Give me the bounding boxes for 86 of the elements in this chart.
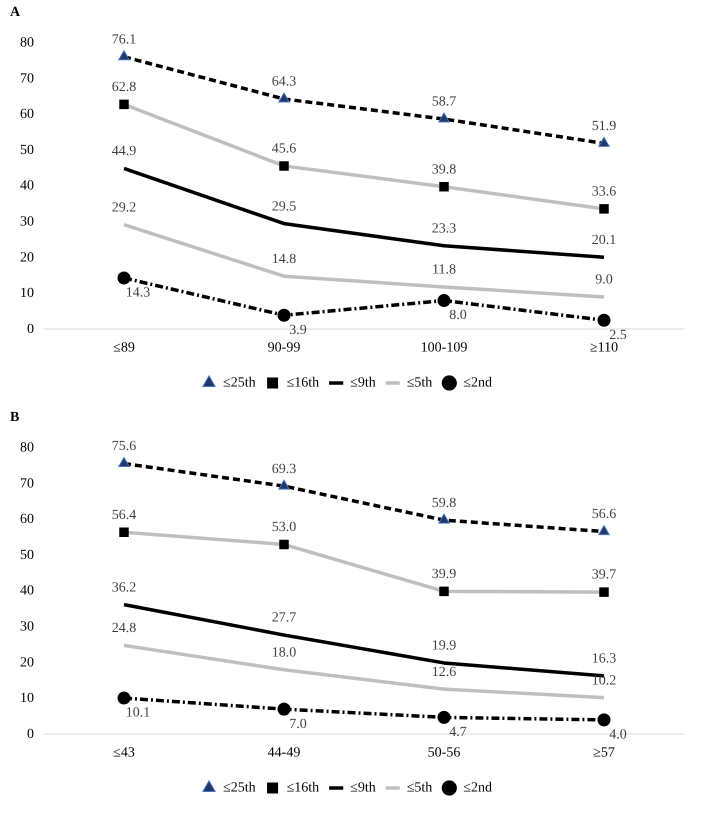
x-tick-label: 100-109 [420, 340, 468, 356]
data-label: 18.0 [272, 645, 296, 660]
data-label: 24.8 [112, 621, 136, 636]
data-label: 64.3 [272, 74, 296, 90]
data-label: 2.5 [609, 328, 627, 343]
data-label: 51.9 [592, 119, 616, 134]
point [438, 294, 450, 308]
data-label: 53.0 [272, 520, 296, 536]
legend-label: ≤16th [286, 780, 320, 796]
data-label: 4.0 [609, 728, 627, 743]
point [118, 692, 130, 705]
data-label: 45.6 [272, 142, 296, 157]
data-label: 39.9 [432, 567, 456, 582]
x-tick-label: ≤43 [113, 745, 135, 760]
data-label: 14.3 [126, 286, 150, 301]
y-tick-label: 40 [20, 178, 34, 194]
legend-label: ≤5th [406, 376, 432, 391]
legend-label: ≤16th [286, 376, 320, 391]
data-label: 59.8 [432, 496, 456, 511]
data-label: 56.4 [112, 508, 136, 523]
y-tick-label: 30 [20, 619, 34, 634]
data-label: 56.6 [592, 507, 616, 522]
y-tick-label: 10 [20, 691, 34, 706]
legend-label: ≤2nd [463, 780, 492, 796]
point [598, 713, 610, 726]
data-label: 29.2 [112, 200, 136, 216]
x-tick-label: ≥110 [590, 340, 618, 356]
y-tick-label: 80 [20, 440, 34, 456]
data-label: 33.6 [592, 184, 616, 200]
y-tick-label: 20 [20, 655, 34, 670]
data-label: 75.6 [112, 439, 136, 454]
legend-label: ≤25th [223, 780, 256, 796]
data-label: 58.7 [432, 94, 456, 110]
point [278, 308, 290, 322]
data-label: 19.9 [432, 638, 456, 654]
data-label: 8.0 [449, 308, 467, 324]
data-label: 3.9 [289, 322, 307, 338]
legend-label: ≤9th [350, 376, 376, 391]
legend-label: ≤25th [223, 376, 256, 391]
y-tick-label: 10 [20, 286, 34, 302]
y-tick-label: 20 [20, 250, 34, 266]
data-label: 62.8 [112, 80, 136, 96]
data-label: 14.8 [272, 252, 296, 267]
data-label: 11.8 [432, 262, 456, 278]
data-label: 76.1 [112, 32, 136, 48]
data-label: 9.0 [595, 272, 613, 288]
point [598, 314, 610, 327]
y-tick-label: 30 [20, 214, 34, 230]
y-tick-label: 0 [27, 322, 34, 337]
point [118, 272, 130, 285]
point [278, 702, 290, 716]
y-tick-label: 0 [27, 726, 34, 742]
y-tick-label: 60 [20, 512, 34, 528]
x-tick-label: ≤89 [113, 340, 135, 356]
data-label: 4.7 [449, 725, 467, 740]
data-label: 69.3 [272, 462, 296, 477]
data-label: 23.3 [432, 221, 456, 236]
y-tick-label: 60 [20, 107, 34, 122]
data-label: 7.0 [289, 716, 307, 732]
x-tick-label: 50-56 [428, 745, 460, 760]
y-tick-label: 50 [20, 142, 34, 158]
data-label: 20.1 [592, 232, 616, 248]
legend-label: ≤2nd [463, 376, 492, 391]
data-label: 29.5 [272, 199, 296, 214]
point [438, 710, 450, 724]
chart-title: A [10, 5, 21, 20]
x-tick-label: 44-49 [268, 745, 300, 760]
data-label: 16.3 [592, 652, 616, 667]
data-label: 36.2 [112, 580, 136, 596]
legend-label: ≤9th [350, 780, 376, 796]
y-tick-label: 50 [20, 548, 34, 563]
data-label: 39.8 [432, 162, 456, 178]
data-label: 44.9 [112, 144, 136, 160]
y-tick-label: 80 [20, 35, 34, 50]
data-label: 27.7 [272, 610, 296, 626]
data-label: 12.6 [432, 664, 456, 680]
y-tick-label: 70 [20, 476, 34, 492]
x-tick-label: ≥57 [593, 745, 615, 760]
x-tick-label: 90-99 [268, 340, 300, 356]
y-tick-label: 70 [20, 71, 34, 86]
data-label: 10.2 [592, 673, 616, 688]
data-label: 10.1 [126, 706, 150, 721]
chart-title: B [10, 410, 20, 426]
legend-label: ≤5th [406, 780, 432, 796]
y-tick-label: 40 [20, 584, 34, 599]
data-label: 39.7 [592, 568, 616, 583]
